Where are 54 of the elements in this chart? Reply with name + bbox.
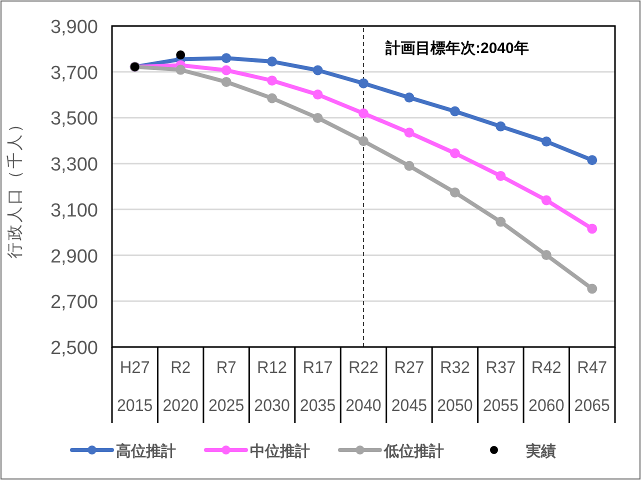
- x-tick-label: R42 2060: [528, 358, 566, 415]
- point: [587, 284, 598, 294]
- x-tick-label: R2 2020: [162, 358, 201, 415]
- point: [587, 224, 598, 234]
- point: [541, 136, 552, 147]
- point: [176, 50, 186, 60]
- point: [221, 76, 232, 87]
- point: [312, 65, 323, 76]
- point: [587, 155, 598, 166]
- y-tick-label: 2,900: [50, 246, 98, 268]
- x-tick-label: R27 2045: [391, 358, 430, 415]
- y-tick-label: 3,900: [50, 17, 98, 38]
- y-axis-title: 行政人口（千人）: [6, 114, 24, 258]
- legend-label: 高位推計: [116, 442, 176, 460]
- y-tick-label: 3,500: [50, 108, 98, 130]
- x-tick-label: R12 2030: [254, 358, 292, 415]
- x-tick-label: R7 2025: [208, 358, 246, 415]
- x-tick-label: H27 2015: [117, 358, 155, 415]
- point: [496, 216, 506, 227]
- point: [404, 128, 414, 138]
- point: [450, 187, 460, 198]
- ref-line-label: 計画目標年次:2040年: [384, 40, 529, 57]
- x-tick-label: R37 2055: [482, 358, 521, 415]
- point: [496, 121, 506, 132]
- legend-label: 低位推計: [383, 443, 444, 460]
- point: [312, 90, 323, 100]
- y-tick-label: 2,700: [50, 292, 98, 314]
- legend-label: 中位推計: [250, 443, 310, 460]
- point: [267, 56, 278, 67]
- point: [267, 76, 278, 86]
- point: [176, 64, 186, 75]
- y-tick-label: 2,500: [50, 338, 98, 359]
- x-tick-label: R17 2035: [300, 358, 338, 415]
- y-tick-label: 3,100: [50, 200, 98, 222]
- point: [541, 250, 552, 260]
- y-tick-label: 3,700: [50, 62, 98, 84]
- point: [358, 136, 368, 146]
- point: [221, 65, 232, 76]
- point: [496, 170, 506, 181]
- x-tick-label: R47 2065: [574, 358, 612, 415]
- x-tick-label: R22 2040: [346, 358, 384, 415]
- x-tick-label: R32 2050: [437, 358, 475, 415]
- point: [450, 106, 460, 116]
- point: [312, 112, 323, 123]
- point: [221, 53, 232, 64]
- point: [541, 195, 552, 206]
- point: [404, 160, 414, 171]
- point: [450, 148, 460, 158]
- point: [267, 93, 278, 104]
- point: [358, 78, 368, 88]
- point: [358, 108, 368, 118]
- legend-label: 実績: [525, 442, 556, 460]
- point: [404, 92, 414, 103]
- y-tick-label: 3,300: [50, 154, 98, 176]
